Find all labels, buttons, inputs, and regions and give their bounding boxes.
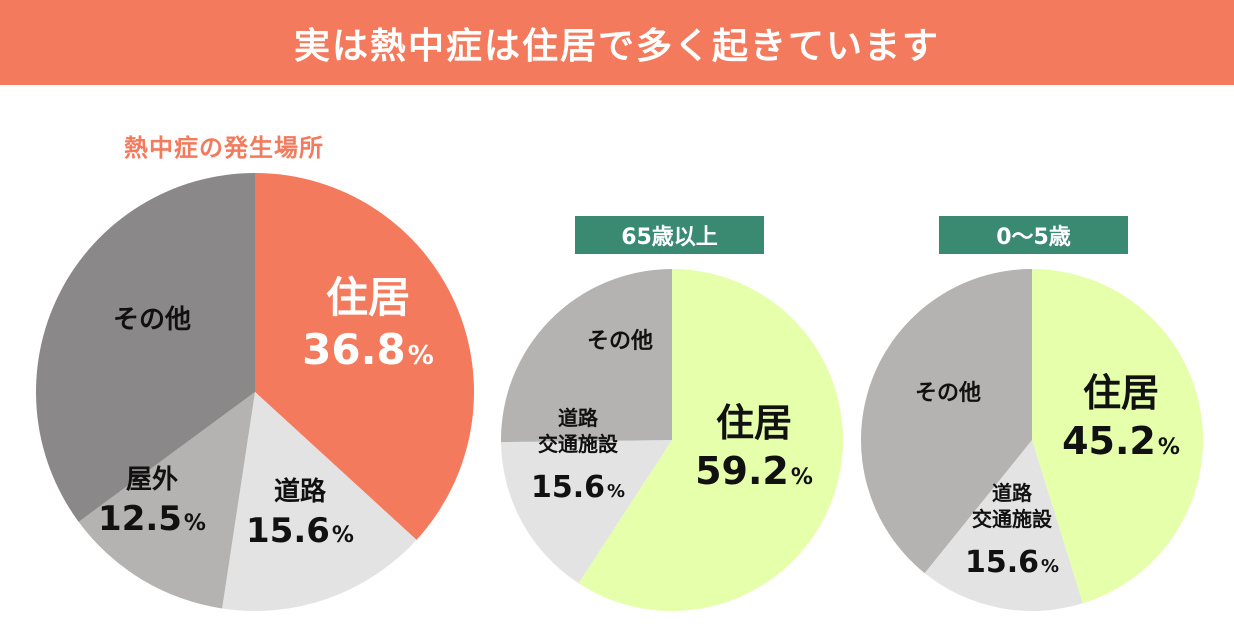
- pie-all-slice-other: [35, 173, 256, 522]
- pie-65-slice-other: [500, 268, 672, 443]
- pie-all-slice-outdoor: [78, 392, 255, 609]
- pie-65-label-home: 住居: [716, 401, 792, 445]
- pie-all-label-other: その他: [113, 305, 191, 335]
- pie-65-slice-home: [578, 269, 843, 611]
- pie-all-label-home: 住居: [326, 273, 410, 322]
- pie-65-slice-road: [501, 440, 672, 584]
- pie-all-slice-home: [255, 173, 475, 540]
- pie-05-label-road: 交通施設: [972, 507, 1053, 531]
- chart-title-65-plus: 65歳以上: [575, 216, 764, 254]
- pie-05-label-road: 道路: [992, 481, 1033, 505]
- header-banner: 実は熱中症は住居で多く起きています: [0, 0, 1234, 85]
- pie-05-value-home: 45.2%: [1062, 419, 1180, 463]
- pie-all-value-home: 36.8%: [302, 325, 434, 374]
- pie-05-label-home: 住居: [1083, 371, 1159, 415]
- pie-05-slice-other: [860, 269, 1032, 574]
- pie-all-label-outdoor: 屋外: [126, 465, 178, 495]
- pie-05-slice-home: [1032, 269, 1203, 604]
- pie-65-value-road: 15.6%: [531, 470, 625, 505]
- chart-title-0-5: 0〜5歳: [939, 216, 1128, 254]
- chart-title-all: 熱中症の発生場所: [124, 134, 324, 162]
- pie-05-slice-road: [924, 440, 1083, 611]
- pie-65-label-other: その他: [587, 329, 653, 354]
- pie-all-value-outdoor: 12.5%: [98, 499, 206, 539]
- pie-all-slice-road: [222, 392, 417, 611]
- pie-65-label-road: 交通施設: [538, 432, 619, 456]
- pie-65-label-road: 道路: [558, 406, 599, 430]
- pie-05-label-other: その他: [915, 381, 981, 406]
- pie-all-label-road: 道路: [274, 476, 327, 507]
- page-title: 実は熱中症は住居で多く起きています: [293, 25, 940, 67]
- pie-65-value-home: 59.2%: [695, 449, 813, 493]
- pie-05-value-road: 15.6%: [965, 545, 1059, 580]
- pie-all-value-road: 15.6%: [246, 511, 354, 551]
